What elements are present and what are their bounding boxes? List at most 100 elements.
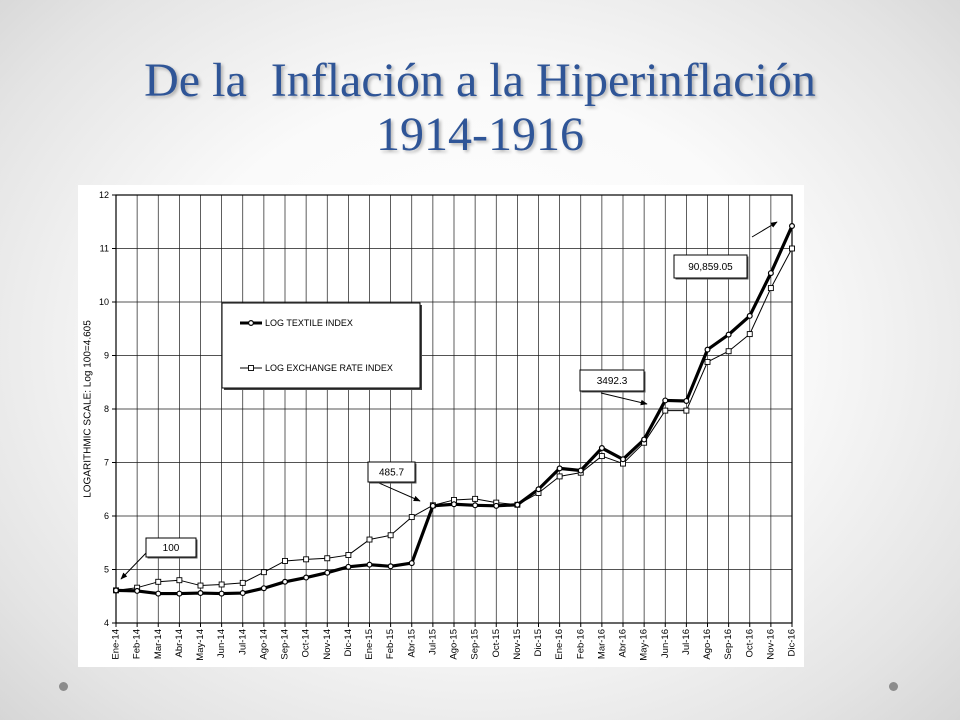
textile-index-point: [387, 563, 394, 570]
annotation-arrow: [378, 482, 421, 502]
x-tick-label: Ago-15: [449, 629, 460, 660]
title-line-1: De la Inflación a la Hiperinflación: [144, 54, 816, 107]
textile-index-point: [577, 467, 584, 474]
textile-index-point: [767, 270, 774, 277]
exchange-rate-index-point: [704, 358, 711, 365]
textile-index-point: [725, 331, 732, 338]
annotation-arrow: [120, 550, 149, 580]
textile-index-point: [303, 574, 310, 581]
textile-index-point: [176, 590, 183, 597]
annotation-box: [145, 537, 197, 558]
legend: LOG TEXTILE INDEX LOG EXCHANGE RATE INDE…: [221, 302, 422, 390]
exchange-rate-index-point: [218, 581, 225, 588]
x-tick-label: Ene-15: [364, 629, 375, 660]
x-tick-label: May-14: [195, 629, 206, 661]
annotation-arrow: [751, 221, 778, 238]
annotation-box: [673, 254, 748, 279]
x-tick-label: Feb-14: [132, 629, 143, 659]
x-tick-label: Nov-14: [322, 629, 333, 660]
x-tick-label: Dic-14: [343, 629, 354, 656]
exchange-rate-index-point: [345, 552, 352, 559]
title-line-2: 1914-1916: [376, 108, 584, 161]
annotations: 100 485.7 3492.3 90,859.05: [120, 221, 778, 580]
textile-index-point: [408, 560, 415, 567]
y-axis-title: LOGARITHMIC SCALE: Log 100=4.605: [83, 320, 94, 498]
x-tick-label: Mar-16: [596, 629, 607, 659]
textile-index-point: [112, 587, 119, 594]
legend-swatch-textile-marker: [248, 320, 255, 327]
y-tick-label: 8: [104, 404, 109, 414]
x-tick-label: Ene-14: [111, 629, 122, 660]
textile-index-point: [788, 223, 795, 230]
legend-label-exchange-rate: LOG EXCHANGE RATE INDEX: [265, 363, 393, 373]
exchange-rate-index-point: [598, 453, 605, 460]
axes: LOGARITHMIC SCALE: Log 100=4.605 4 5 6 7 8 9 1…: [83, 190, 798, 661]
chart-area: LOGARITHMIC SCALE: Log 100=4.605 4 5 6 7 8 9 1…: [78, 185, 804, 667]
x-tick-label: Mar-14: [153, 629, 164, 659]
plot-frame: [115, 194, 793, 624]
x-tick-label: Ene-16: [554, 629, 565, 660]
annotation: 485.7: [367, 461, 421, 502]
exchange-rate-index-point: [387, 532, 394, 539]
y-tick-label: 9: [104, 351, 109, 361]
annotation: 3492.3: [579, 369, 648, 406]
exchange-rate-index-point: [683, 407, 690, 414]
textile-index-point: [260, 585, 267, 592]
x-tick-label: Abr-16: [618, 629, 629, 658]
exchange-rate-index-point: [176, 577, 183, 584]
x-tick-label: Sep-15: [470, 629, 481, 660]
exchange-rate-index-point: [303, 556, 310, 563]
textile-index-point: [598, 445, 605, 452]
y-tick-label: 11: [100, 244, 109, 254]
x-tick-label: Dic-16: [787, 629, 798, 656]
x-tick-label: May-16: [639, 629, 650, 661]
x-tick-label: Ago-16: [702, 629, 713, 660]
legend-box: [221, 302, 421, 389]
slide-decoration-dot-right: [889, 682, 898, 691]
textile-index-point: [239, 590, 246, 597]
textile-index-point: [218, 590, 225, 597]
textile-index-point: [155, 590, 162, 597]
x-tick-label: Jun-16: [660, 629, 671, 658]
x-tick-label: Abr-14: [174, 629, 185, 658]
x-tick-label: Oct-14: [301, 629, 312, 658]
exchange-rate-index-point: [767, 285, 774, 292]
x-tick-label: Sep-16: [723, 629, 734, 660]
annotation-label: 90,859.05: [688, 262, 733, 273]
textile-index-point: [514, 501, 521, 508]
x-tick-label: Jun-14: [216, 629, 227, 658]
textile-index-point: [134, 587, 141, 594]
exchange-rate-index-point: [746, 331, 753, 338]
annotation-box: [579, 369, 645, 392]
textile-index-point: [683, 397, 690, 404]
textile-index-point: [556, 465, 563, 472]
annotation-box: [367, 461, 416, 483]
x-tick-label: Dic-15: [533, 629, 544, 656]
x-tick-label: Feb-15: [385, 629, 396, 659]
annotation-label: 485.7: [379, 468, 404, 479]
textile-index-point: [324, 569, 331, 576]
slide-title: De la Inflación a la Hiperinflación 1914…: [0, 54, 960, 162]
textile-index-point: [366, 561, 373, 568]
y-tick-label: 5: [104, 565, 109, 575]
x-tick-label: Jul-15: [427, 629, 438, 655]
textile-index-point: [472, 502, 479, 509]
exchange-rate-index-point: [408, 514, 415, 521]
x-tick-label: Nov-16: [765, 629, 776, 660]
x-tick-label: Jul-16: [681, 629, 692, 655]
x-tick-label: Oct-16: [744, 629, 755, 658]
exchange-rate-index-point: [155, 578, 162, 585]
slide-decoration-dot-left: [59, 682, 68, 691]
textile-index-point: [535, 486, 542, 493]
textile-index-point: [345, 563, 352, 570]
y-tick-label: 6: [104, 511, 109, 521]
exchange-rate-index-point: [472, 495, 479, 502]
exchange-rate-index-point: [324, 555, 331, 562]
x-tick-label: Oct-15: [491, 629, 502, 658]
y-tick-label: 7: [104, 458, 109, 468]
series: [112, 223, 795, 597]
annotation-arrow: [600, 392, 648, 406]
annotation-label: 100: [163, 543, 180, 554]
textile-index-point: [197, 590, 204, 597]
